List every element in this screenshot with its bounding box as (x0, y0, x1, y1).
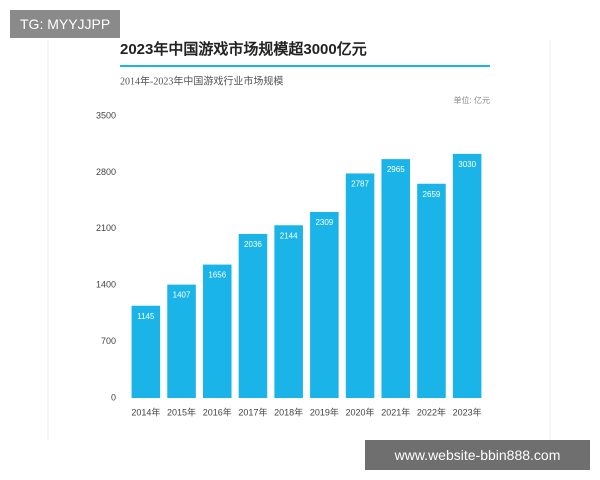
chart-title: 2023年中国游戏市场规模超3000亿元 (120, 40, 367, 58)
x-tick-label: 2023年 (453, 406, 482, 417)
data-label: 1407 (173, 291, 191, 300)
bar (345, 173, 375, 398)
unit-label: 单位: 亿元 (454, 95, 490, 105)
x-tick-label: 2017年 (238, 406, 267, 417)
data-label: 2787 (351, 180, 369, 189)
data-label: 3030 (458, 160, 476, 169)
data-label: 2309 (315, 218, 333, 227)
bar (167, 284, 196, 398)
bar (238, 233, 268, 398)
chart-subtitle: 2014年-2023年中国游戏行业市场规模 (120, 74, 283, 87)
x-tick-label: 2015年 (167, 406, 196, 417)
data-label: 2144 (280, 231, 298, 240)
x-tick-label: 2019年 (310, 406, 339, 417)
bar (417, 183, 446, 398)
x-tick-label: 2021年 (381, 406, 410, 417)
x-tick-label: 2022年 (417, 406, 446, 417)
bar (274, 225, 303, 398)
bar (131, 305, 161, 398)
bar (310, 211, 339, 398)
bar (381, 159, 411, 398)
y-tick-label: 0 (111, 392, 116, 402)
data-label: 2659 (423, 190, 441, 199)
y-tick-label: 3500 (96, 110, 116, 120)
y-tick-label: 2100 (96, 223, 116, 233)
x-tick-label: 2018年 (274, 406, 303, 417)
bar (452, 153, 482, 398)
watermark: www.website-bbin888.com (365, 440, 590, 470)
data-label: 2036 (244, 240, 262, 249)
bar (202, 264, 232, 398)
x-tick-label: 2016年 (203, 406, 232, 417)
y-tick-label: 1400 (96, 280, 116, 290)
data-label: 1145 (137, 312, 155, 321)
x-tick-label: 2020年 (346, 406, 375, 417)
badge: TG: MYYJJPP (10, 10, 121, 38)
y-tick-label: 700 (101, 336, 116, 346)
data-label: 2965 (387, 165, 405, 174)
y-tick-label: 2800 (96, 167, 116, 177)
x-tick-label: 2014年 (131, 406, 160, 417)
data-label: 1656 (208, 271, 226, 280)
